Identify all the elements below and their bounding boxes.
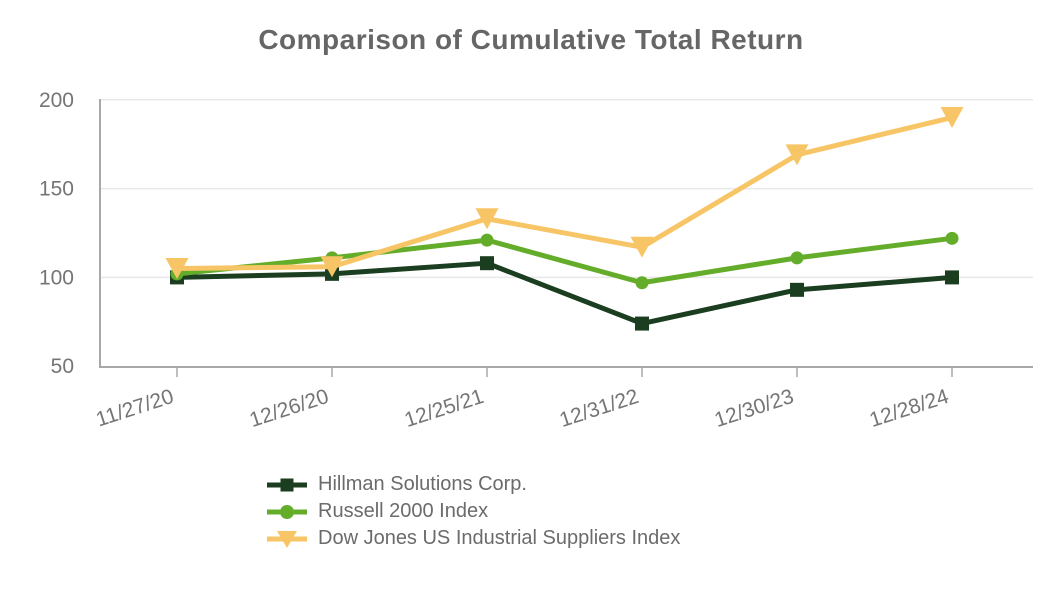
square-marker (790, 282, 804, 297)
x-axis-label: 12/31/22 (557, 385, 642, 432)
circle-marker (635, 276, 649, 290)
legend-swatch-circle-icon (267, 504, 307, 519)
y-axis-label: 100 (39, 266, 74, 289)
triangle-down-marker (165, 258, 189, 280)
y-axis-label: 200 (39, 89, 74, 112)
legend-label: Russell 2000 Index (318, 500, 489, 522)
chart-title: Comparison of Cumulative Total Return (258, 24, 804, 55)
x-axis-label: 12/25/21 (402, 385, 487, 432)
x-axis-label: 12/30/23 (712, 385, 797, 432)
x-axis-label: 12/28/24 (867, 385, 952, 432)
square-marker (945, 270, 959, 285)
triangle-down-marker (630, 236, 654, 258)
series-line-1 (174, 235, 955, 286)
x-axis-label: 12/26/20 (247, 385, 332, 432)
legend-item-0: Hillman Solutions Corp. (265, 471, 680, 498)
circle-marker (945, 231, 959, 245)
y-axis-label: 150 (39, 178, 74, 201)
chart-legend: Hillman Solutions Corp. Russell 2000 Inde… (265, 471, 680, 552)
square-marker (480, 256, 494, 271)
circle-marker (790, 251, 804, 265)
legend-item-2: Dow Jones US Industrial Suppliers Index (265, 525, 680, 552)
series-line-2 (174, 115, 955, 272)
triangle-down-marker (320, 256, 344, 278)
legend-swatch-square-icon (267, 478, 307, 491)
y-axis-label: 50 (51, 355, 74, 378)
circle-marker (480, 233, 494, 247)
legend-label: Hillman Solutions Corp. (318, 473, 527, 495)
triangle-down-marker (475, 208, 499, 230)
legend-item-1: Russell 2000 Index (265, 498, 680, 525)
series-line-0 (174, 260, 955, 327)
triangle-down-marker (785, 144, 809, 166)
triangle-down-marker (940, 107, 964, 129)
square-marker (635, 316, 649, 331)
legend-label: Dow Jones US Industrial Suppliers Index (318, 527, 681, 549)
x-axis-label: 11/27/20 (93, 385, 176, 432)
legend-swatch-triangle-down-icon (267, 530, 307, 548)
